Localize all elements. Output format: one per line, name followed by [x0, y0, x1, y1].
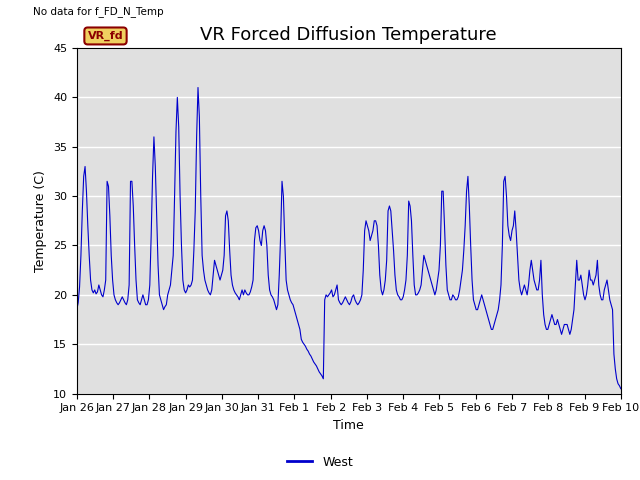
Text: No data for f_FD_N_Temp: No data for f_FD_N_Temp	[33, 7, 164, 17]
Title: VR Forced Diffusion Temperature: VR Forced Diffusion Temperature	[200, 25, 497, 44]
Y-axis label: Temperature (C): Temperature (C)	[35, 170, 47, 272]
Legend: West: West	[282, 451, 358, 474]
X-axis label: Time: Time	[333, 419, 364, 432]
Text: VR_fd: VR_fd	[88, 31, 124, 41]
